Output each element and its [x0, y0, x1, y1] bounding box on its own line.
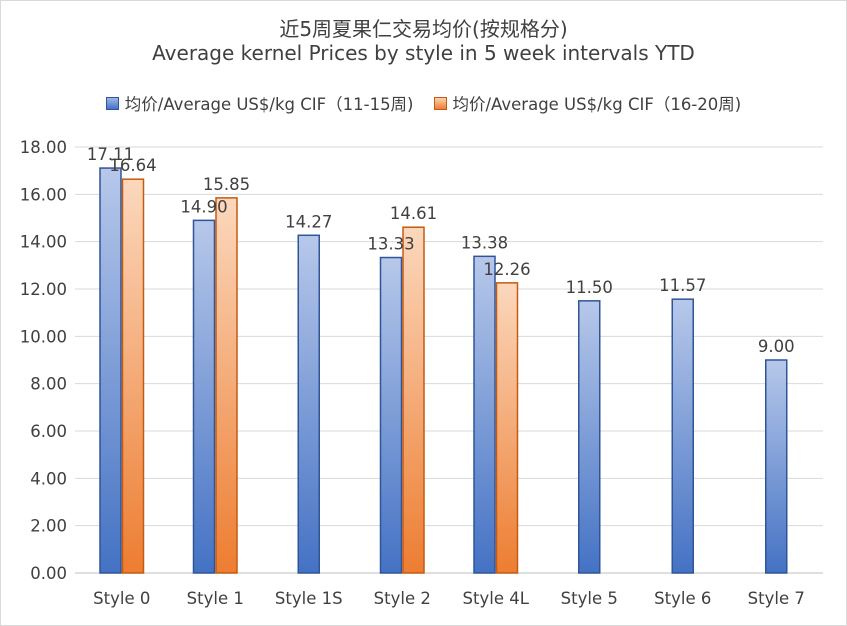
data-label: 12.26	[483, 260, 530, 279]
chart-title: 近5周夏果仁交易均价(按规格分)	[279, 17, 568, 41]
data-label: 17.11	[87, 145, 134, 164]
bar-series-1	[99, 167, 122, 574]
legend-item-series-2: 均价/Average US$/kg CIF（16-20周)	[433, 91, 742, 115]
x-tick-label: Style 1	[187, 589, 244, 608]
y-tick-label: 12.00	[20, 280, 67, 299]
data-label: 11.50	[566, 278, 613, 297]
bar-series-1	[765, 359, 788, 574]
data-label: 14.90	[180, 197, 227, 216]
x-tick-label: Style 1S	[275, 589, 343, 608]
chart-subtitle: Average kernel Prices by style in 5 week…	[152, 41, 695, 65]
data-label: 13.38	[461, 233, 508, 252]
x-tick-label: Style 2	[374, 589, 431, 608]
data-label: 9.00	[758, 337, 795, 356]
bar-series-1	[671, 298, 694, 574]
data-label: 13.33	[367, 235, 414, 254]
x-tick-label: Style 7	[748, 589, 805, 608]
legend-swatch-series-2	[433, 96, 447, 110]
data-label: 16.64	[109, 156, 156, 175]
bar-series-1	[297, 234, 320, 574]
bar-series-2	[402, 226, 425, 574]
legend-item-series-1: 均价/Average US$/kg CIF（11-15周)	[105, 91, 414, 115]
bar-series-1	[192, 219, 216, 574]
y-tick-label: 8.00	[30, 375, 67, 394]
y-tick-label: 4.00	[30, 469, 67, 488]
y-tick-label: 10.00	[20, 327, 67, 346]
bar-series-2	[495, 282, 519, 574]
bar-series-1	[578, 300, 601, 574]
chart-legend: 均价/Average US$/kg CIF（11-15周) 均价/Average…	[1, 91, 846, 115]
y-tick-label: 0.00	[30, 564, 67, 583]
y-tick-label: 14.00	[20, 233, 67, 252]
data-label: 14.27	[285, 212, 332, 231]
legend-label-series-2: 均价/Average US$/kg CIF（16-20周)	[452, 95, 742, 114]
data-label: 15.85	[203, 175, 250, 194]
x-tick-label: Style 0	[93, 589, 150, 608]
data-label: 14.61	[390, 204, 437, 223]
bar-series-1	[379, 256, 403, 574]
y-tick-label: 6.00	[30, 422, 67, 441]
legend-label-series-1: 均价/Average US$/kg CIF（11-15周)	[124, 95, 414, 114]
bar-series-1	[473, 255, 496, 574]
bar-series-2	[121, 178, 145, 574]
y-tick-label: 18.00	[20, 138, 67, 157]
x-tick-label: Style 6	[654, 589, 711, 608]
legend-swatch-series-1	[105, 96, 119, 110]
y-tick-label: 16.00	[20, 185, 67, 204]
x-tick-label: Style 4L	[463, 589, 530, 608]
x-tick-label: Style 5	[561, 589, 618, 608]
bar-series-2	[215, 197, 238, 574]
y-tick-label: 2.00	[30, 517, 67, 536]
data-label: 11.57	[659, 276, 706, 295]
